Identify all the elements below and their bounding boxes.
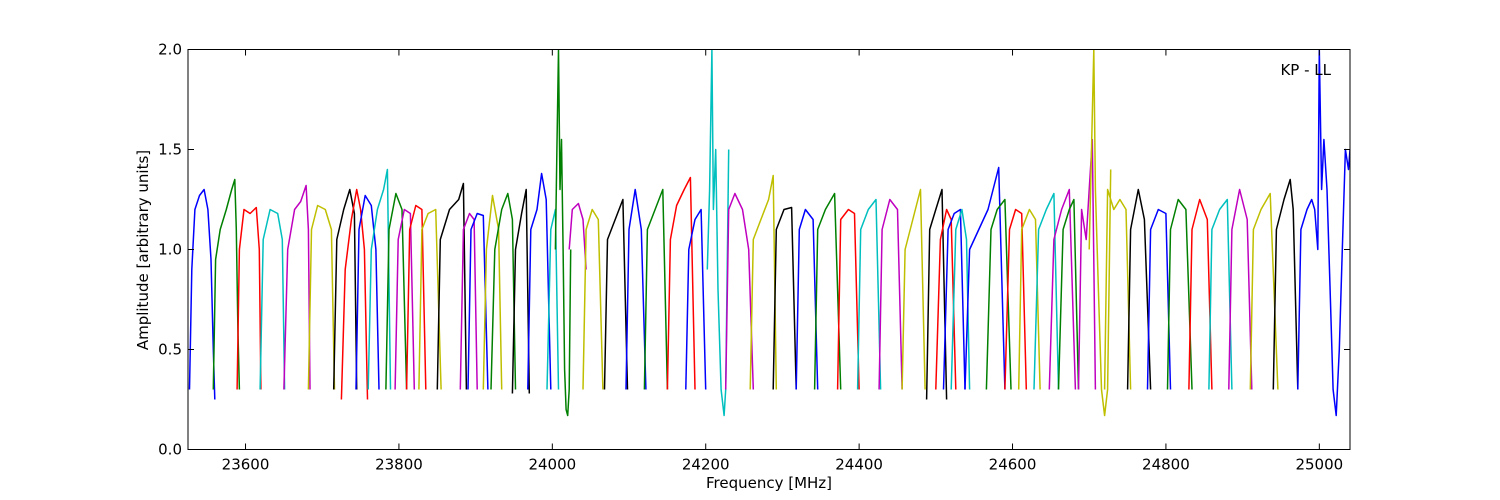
series-line-57 <box>1188 198 1213 390</box>
series-line-3 <box>259 208 286 390</box>
series-line-29 <box>685 208 707 390</box>
y-tick-label: 0.5 <box>158 341 182 359</box>
series-line-30 <box>706 49 730 417</box>
series-line-12 <box>405 204 427 390</box>
series-line-41 <box>935 208 957 390</box>
series-line-2 <box>236 206 262 390</box>
series-line-23 <box>568 202 587 270</box>
series-line-40 <box>925 188 948 400</box>
series-line-62 <box>1297 49 1350 417</box>
series-line-14 <box>436 182 468 390</box>
series-line-27 <box>643 188 669 390</box>
series-line-35 <box>813 192 842 390</box>
series-line-53 <box>1103 188 1132 390</box>
series-line-61 <box>1272 178 1299 390</box>
series-line-38 <box>878 198 903 390</box>
series-line-28 <box>666 176 696 390</box>
series-layer <box>188 49 1350 417</box>
x-tick-label: 25000 <box>1295 456 1343 474</box>
series-line-11 <box>394 208 416 390</box>
series-line-17 <box>482 194 503 390</box>
series-line-25 <box>603 198 629 390</box>
series-line-42 <box>942 208 966 390</box>
series-line-44 <box>964 166 1006 390</box>
x-tick-label: 24400 <box>835 456 883 474</box>
series-line-51 <box>1077 138 1097 390</box>
y-tick-label: 1.0 <box>158 241 182 259</box>
x-tick-label: 23600 <box>222 456 270 474</box>
series-line-45 <box>985 198 1012 390</box>
series-line-52 <box>1088 49 1112 417</box>
series-line-13 <box>418 208 442 390</box>
series-line-4 <box>283 184 311 390</box>
series-line-20 <box>527 172 552 390</box>
series-line-15 <box>459 212 478 390</box>
series-line-49 <box>1048 188 1077 390</box>
series-line-36 <box>836 208 860 390</box>
series-line-8 <box>355 194 380 390</box>
series-line-48 <box>1033 192 1060 390</box>
series-line-24 <box>582 208 604 390</box>
y-tick-label: 0.0 <box>158 441 182 459</box>
series-line-59 <box>1228 188 1253 390</box>
x-tick-label: 24800 <box>1142 456 1190 474</box>
series-line-60 <box>1249 192 1279 390</box>
series-line-54 <box>1126 188 1152 390</box>
series-line-37 <box>856 198 882 390</box>
series-line-32 <box>749 174 778 390</box>
series-line-5 <box>307 204 336 390</box>
y-axis-title: Amplitude [arbitrary units] <box>134 150 152 350</box>
chart-annotation: KP - LL <box>1280 61 1331 79</box>
x-tick-label: 24000 <box>528 456 576 474</box>
series-line-6 <box>332 188 358 390</box>
series-line-46 <box>1004 208 1028 390</box>
series-line-33 <box>772 206 797 390</box>
series-line-31 <box>724 192 755 390</box>
series-line-22 <box>554 49 572 417</box>
series-line-26 <box>625 188 647 390</box>
ticks-layer: 23600 23800 24000 24200 24400 24600 24800 25000… <box>158 41 1350 474</box>
plot-frame <box>187 49 1351 450</box>
x-tick-label: 24600 <box>989 456 1037 474</box>
series-line-7 <box>340 188 369 400</box>
x-axis-title: Frequency [MHz] <box>706 474 832 492</box>
x-tick-label: 24200 <box>682 456 730 474</box>
series-line-56 <box>1166 198 1193 390</box>
series-line-1 <box>212 178 241 390</box>
series-line-50 <box>1057 198 1080 390</box>
series-line-9 <box>367 168 392 390</box>
y-tick-label: 2.0 <box>158 41 182 59</box>
series-line-10 <box>385 192 408 390</box>
series-line-39 <box>901 188 926 390</box>
series-line-43 <box>950 208 971 390</box>
y-tick-label: 1.5 <box>158 141 182 159</box>
series-line-16 <box>467 212 489 390</box>
series-line-21 <box>546 208 560 390</box>
series-line-58 <box>1208 198 1233 390</box>
series-line-55 <box>1146 208 1172 390</box>
x-tick-label: 23800 <box>375 456 423 474</box>
series-line-19 <box>511 188 531 394</box>
series-line-34 <box>795 208 819 390</box>
series-line-18 <box>490 192 517 390</box>
